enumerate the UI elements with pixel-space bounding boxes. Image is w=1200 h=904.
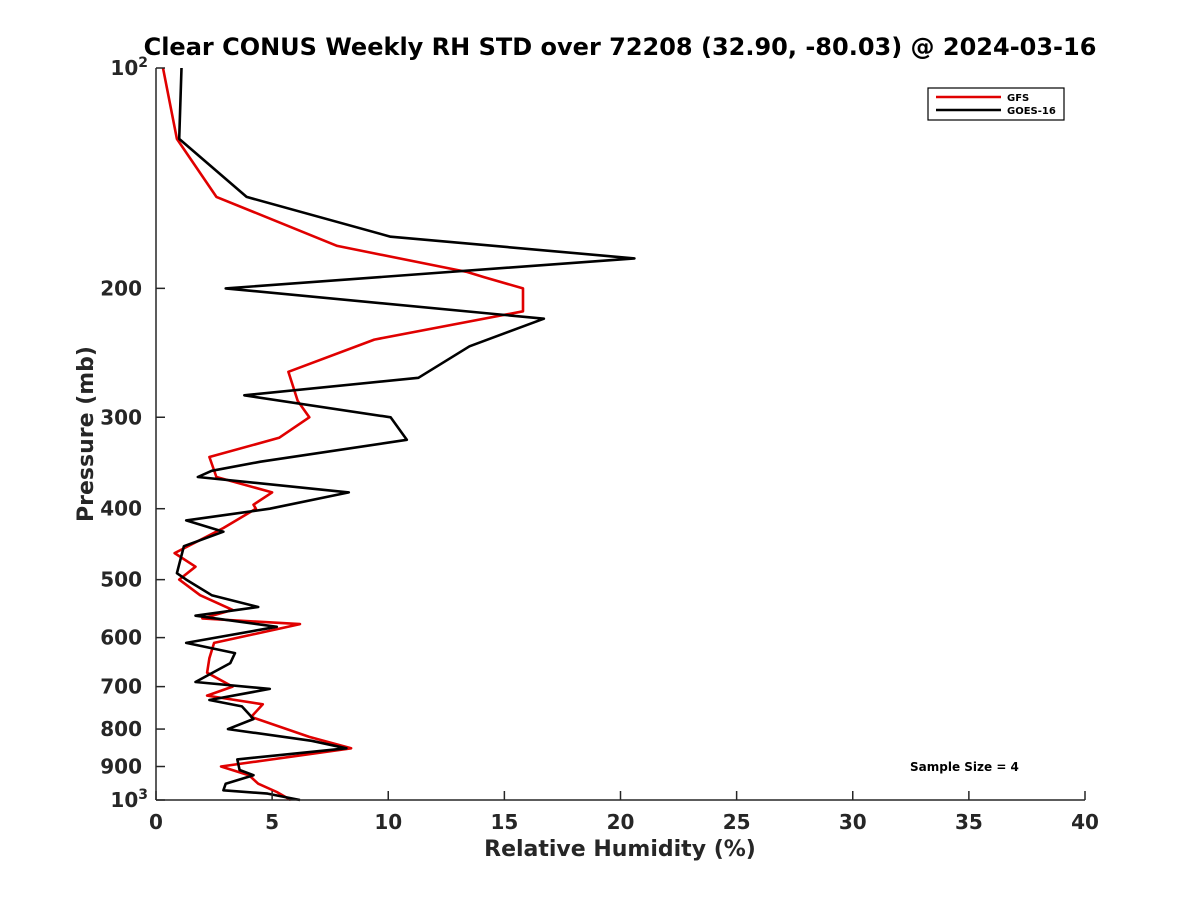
y-tick-label: 400 [100,497,142,521]
chart-title: Clear CONUS Weekly RH STD over 72208 (32… [144,33,1097,61]
series-layer [161,67,636,802]
sample-size-annotation: Sample Size = 4 [910,760,1019,774]
x-tick-label: 20 [607,810,635,834]
y-axis-label: Pressure (mb) [74,346,99,522]
x-tick-label: 40 [1071,810,1099,834]
y-tick-label: 103 [110,787,148,812]
legend-label-gfs: GFS [1007,93,1029,104]
x-tick-label: 15 [490,810,518,834]
y-tick-label: 200 [100,276,142,300]
y-tick-label: 500 [100,568,142,592]
series-line-goes16 [175,67,636,802]
x-tick-label: 25 [723,810,751,834]
x-tick-label: 35 [955,810,983,834]
axes-layer [155,68,1085,801]
y-tick-label: 700 [100,675,142,699]
ticks-layer: 0 5 10 15 20 25 30 35 40 102 200 300 400 500 600 700 800… [100,55,1099,834]
y-tick-label: 900 [100,755,142,779]
x-tick-label: 10 [374,810,402,834]
series-line-gfs [161,67,525,802]
legend-box [927,87,1065,121]
legend: GFS GOES-16 [927,87,1065,121]
y-tick-label: 800 [100,717,142,741]
y-tick-label: 300 [100,405,142,429]
x-tick-label: 5 [265,810,279,834]
plot-area [156,68,1085,800]
x-tick-label: 0 [149,810,163,834]
y-tick-label: 600 [100,626,142,650]
legend-label-goes16: GOES-16 [1007,106,1056,117]
x-tick-label: 30 [839,810,867,834]
x-axis-label: Relative Humidity (%) [484,837,756,862]
y-tick-label: 102 [110,55,148,80]
